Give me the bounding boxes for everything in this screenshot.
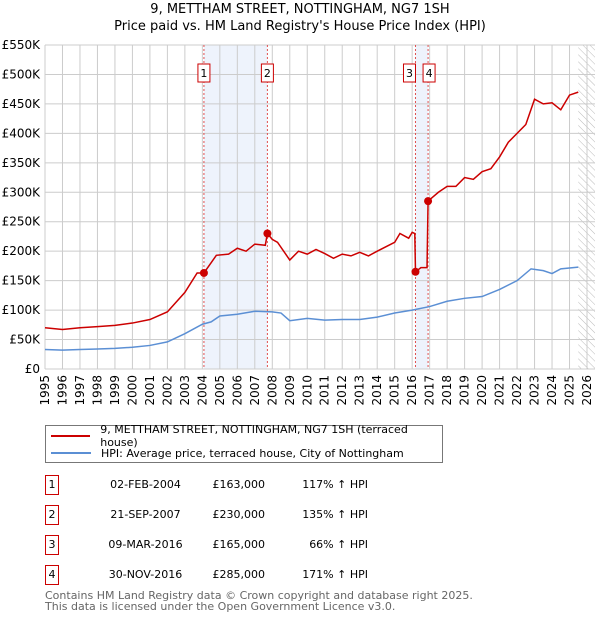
x-tick-label: 2012: [335, 375, 349, 406]
transaction-price: £230,000: [212, 508, 266, 521]
x-tick-label: 2019: [458, 375, 472, 406]
transaction-hpi-change: 66% ↑ HPI: [309, 538, 368, 551]
x-tick-label: 2000: [125, 375, 139, 406]
legend-item-property: 9, METTHAM STREET, NOTTINGHAM, NG7 1SH (…: [51, 423, 442, 449]
x-tick-label: 2004: [195, 375, 209, 406]
y-tick-label: £400K: [2, 126, 42, 140]
sale-label: 3: [406, 67, 413, 80]
x-tick-label: 2009: [283, 375, 297, 406]
chart-subtitle: Price paid vs. HM Land Registry's House …: [114, 19, 486, 34]
transaction-price: £165,000: [212, 538, 266, 551]
x-tick-label: 2014: [370, 375, 384, 406]
x-tick-label: 2026: [580, 375, 594, 406]
x-tick-label: 2010: [300, 375, 314, 406]
transaction-number: 3: [45, 535, 59, 555]
legend-label: 9, METTHAM STREET, NOTTINGHAM, NG7 1SH (…: [100, 423, 408, 449]
y-tick-label: £350K: [2, 156, 42, 170]
transaction-hpi-change: 171% ↑ HPI: [302, 568, 368, 581]
x-tick-label: 2016: [405, 375, 419, 406]
footer-line-1: Contains HM Land Registry data © Crown c…: [45, 589, 473, 602]
red-line-swatch: [51, 435, 91, 437]
legend-item-hpi: HPI: Average price, terraced house, City…: [51, 445, 404, 461]
price-paid-line: [44, 91, 579, 331]
x-tick-label: 2001: [143, 375, 157, 406]
transaction-number: 2: [45, 505, 59, 525]
transaction-hpi-change: 135% ↑ HPI: [302, 508, 368, 521]
sale-label-box: [197, 63, 211, 83]
transaction-date: 02-FEB-2004: [110, 478, 181, 491]
sale-label: 2: [264, 67, 271, 80]
legend: 9, METTHAM STREET, NOTTINGHAM, NG7 1SH (…: [45, 423, 443, 463]
sale-label-box: [402, 63, 416, 83]
x-tick-label: 1997: [73, 375, 87, 406]
transaction-date: 09-MAR-2016: [108, 538, 183, 551]
sale-point: [199, 268, 208, 277]
sale-point: [263, 229, 272, 238]
sale-label: 1: [200, 67, 207, 80]
hpi-line: [44, 266, 579, 351]
y-tick-label: £300K: [2, 185, 42, 199]
transaction-price: £163,000: [212, 478, 266, 491]
price-chart: 1995 1996 1997 1998 1999 2000 2001 2002 2003 2004…: [2, 38, 595, 406]
x-tick-label: 2008: [265, 375, 279, 406]
blue-line-swatch: [51, 452, 91, 454]
x-tick-label: 1996: [55, 375, 69, 406]
x-tick-label: 2002: [160, 375, 174, 406]
x-tick-label: 2018: [440, 375, 454, 406]
sale-point: [411, 267, 420, 276]
y-tick-label: £50K: [9, 333, 41, 347]
transaction-number: 4: [45, 565, 59, 585]
transaction-date: 30-NOV-2016: [108, 568, 183, 581]
y-tick-label: £250K: [2, 215, 42, 229]
y-tick-label: £0: [25, 362, 40, 376]
x-tick-label: 2017: [423, 375, 437, 406]
x-tick-label: 1999: [108, 375, 122, 406]
x-tick-label: 1995: [38, 375, 52, 406]
legend-label: HPI: Average price, terraced house, City…: [101, 446, 404, 460]
y-tick-label: £150K: [2, 274, 42, 288]
x-tick-label: 2023: [528, 375, 542, 406]
x-tick-label: 1998: [90, 375, 104, 406]
y-tick-label: £100K: [2, 303, 42, 317]
x-tick-label: 2021: [493, 375, 507, 406]
x-tick-label: 2013: [353, 375, 367, 406]
x-tick-label: 2025: [563, 375, 577, 406]
y-tick-label: £500K: [2, 67, 42, 81]
x-tick-label: 2006: [230, 375, 244, 406]
transaction-number: 1: [45, 475, 59, 495]
y-tick-label: £200K: [2, 244, 42, 258]
y-tick-label: £550K: [2, 38, 42, 52]
x-tick-label: 2005: [213, 375, 227, 406]
x-tick-label: 2007: [248, 375, 262, 406]
sale-label: 4: [426, 67, 433, 80]
chart-title: 9, METTHAM STREET, NOTTINGHAM, NG7 1SH: [150, 2, 450, 17]
x-tick-label: 2003: [178, 375, 192, 406]
x-tick-label: 2024: [545, 375, 559, 406]
sale-label-box: [422, 63, 436, 83]
x-tick-label: 2015: [388, 375, 402, 406]
x-tick-label: 2011: [318, 375, 332, 406]
footer: Contains HM Land Registry data © Crown c…: [45, 590, 473, 612]
sale-point: [424, 197, 433, 206]
transaction-hpi-change: 117% ↑ HPI: [302, 478, 368, 491]
x-tick-label: 2022: [510, 375, 524, 406]
footer-line-2: This data is licensed under the Open Gov…: [45, 600, 396, 613]
transaction-date: 21-SEP-2007: [110, 508, 181, 521]
y-tick-label: £450K: [2, 97, 42, 111]
sale-label-box: [260, 63, 274, 83]
x-tick-label: 2020: [475, 375, 489, 406]
shaded-period: [415, 45, 429, 369]
transaction-price: £285,000: [212, 568, 266, 581]
